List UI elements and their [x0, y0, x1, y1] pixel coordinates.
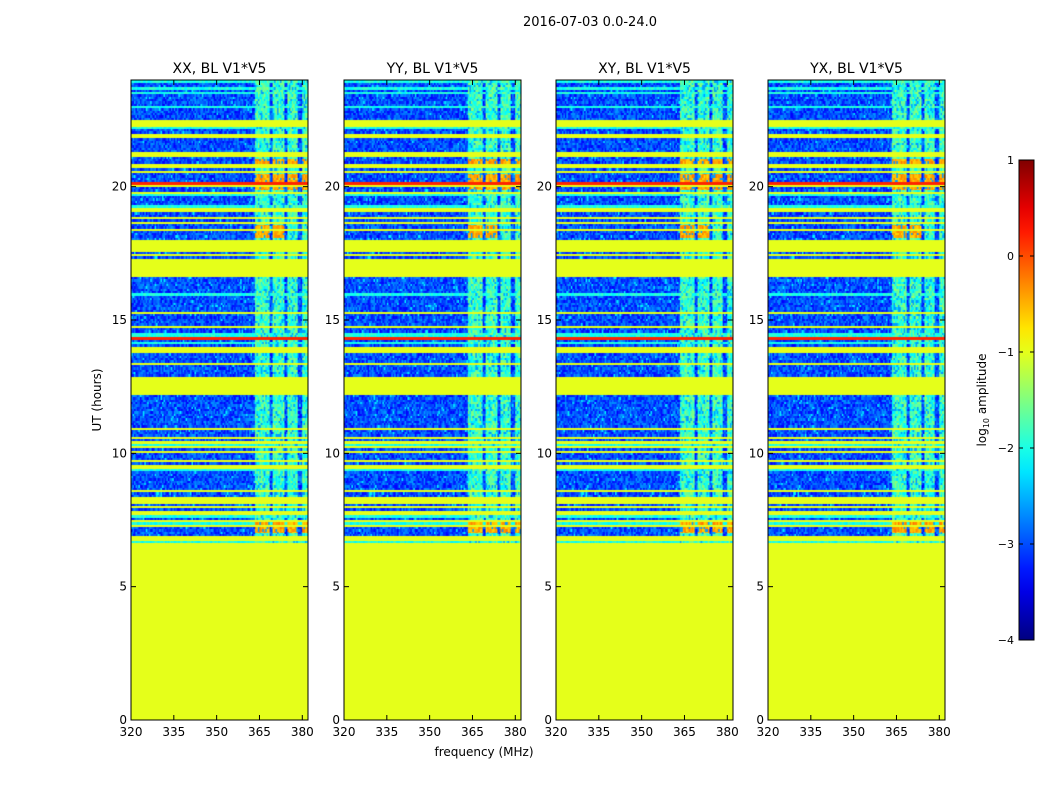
colorbar-label: log10 amplitude	[975, 354, 991, 447]
x-tick-label: 365	[461, 725, 484, 739]
waterfall-image	[768, 80, 945, 720]
x-tick-label: 380	[928, 725, 951, 739]
y-tick-label: 10	[325, 446, 340, 460]
y-tick-label: 15	[112, 313, 127, 327]
x-tick-label: 320	[757, 725, 780, 739]
panel-xx: XX, BL V1*V5 320 335 350 365 380 0 5 10 15 20	[112, 61, 314, 739]
x-tick-label: 350	[630, 725, 653, 739]
waterfall-image	[131, 80, 308, 720]
colorbar-tick-label: −3	[998, 538, 1014, 551]
axes-frame	[343, 79, 522, 721]
panel-xy: XY, BL V1*V5 320 335 350 365 380 0 5 10 15 20	[537, 61, 739, 739]
y-tick-label: 10	[749, 446, 764, 460]
figure-suptitle: 2016-07-03 0.0-24.0	[523, 15, 657, 30]
colorbar-tick-label: 0	[1007, 250, 1014, 263]
x-tick-label: 335	[375, 725, 398, 739]
panel-title: YX, BL V1*V5	[809, 61, 903, 77]
y-tick-label: 20	[112, 180, 127, 194]
axes-frame	[767, 79, 946, 721]
x-axis-label: frequency (MHz)	[434, 745, 533, 759]
panel-title: YY, BL V1*V5	[386, 61, 479, 77]
waterfall-image	[556, 80, 733, 720]
x-tick-label: 380	[291, 725, 314, 739]
x-tick-label: 335	[587, 725, 610, 739]
x-tick-label: 350	[205, 725, 228, 739]
y-tick-label: 20	[537, 180, 552, 194]
x-tick-label: 350	[418, 725, 441, 739]
y-tick-label: 0	[119, 713, 127, 727]
panel-yx: YX, BL V1*V5 320 335 350 365 380 0 5 10 15 20	[749, 61, 951, 739]
y-tick-label: 15	[325, 313, 340, 327]
y-tick-label: 20	[325, 180, 340, 194]
y-tick-label: 5	[332, 580, 340, 594]
y-tick-label: 15	[537, 313, 552, 327]
axes-frame	[555, 79, 734, 721]
y-tick-label: 0	[756, 713, 764, 727]
x-tick-label: 365	[248, 725, 271, 739]
colorbar-tick-label: 1	[1007, 154, 1014, 167]
x-tick-label: 335	[799, 725, 822, 739]
panel-title: XX, BL V1*V5	[173, 61, 267, 77]
y-tick-label: 20	[749, 180, 764, 194]
axes-frame	[130, 79, 309, 721]
x-tick-label: 350	[842, 725, 865, 739]
colorbar: 1 0 −1 −2 −3 −4 log10 amplitude	[975, 154, 1035, 647]
x-tick-label: 380	[716, 725, 739, 739]
waterfall-image	[344, 80, 521, 720]
x-tick-label: 335	[162, 725, 185, 739]
y-tick-label: 5	[119, 580, 127, 594]
x-tick-label: 365	[673, 725, 696, 739]
x-tick-label: 320	[333, 725, 356, 739]
colorbar-tick-label: −2	[998, 442, 1014, 455]
colorbar-tick-label: −1	[998, 346, 1014, 359]
y-tick-label: 0	[332, 713, 340, 727]
colorbar-gradient	[1018, 159, 1035, 641]
y-tick-label: 10	[112, 446, 127, 460]
y-tick-label: 0	[544, 713, 552, 727]
y-tick-label: 10	[537, 446, 552, 460]
y-tick-label: 5	[544, 580, 552, 594]
y-axis-label: UT (hours)	[90, 368, 104, 431]
x-tick-label: 380	[504, 725, 527, 739]
y-tick-label: 5	[756, 580, 764, 594]
panel-yy: YY, BL V1*V5 320 335 350 365 380 0 5 10 15 20	[325, 61, 527, 739]
y-tick-label: 15	[749, 313, 764, 327]
colorbar-tick-label: −4	[998, 634, 1014, 647]
x-tick-label: 365	[885, 725, 908, 739]
x-tick-label: 320	[545, 725, 568, 739]
x-tick-label: 320	[120, 725, 143, 739]
panel-title: XY, BL V1*V5	[598, 61, 691, 77]
